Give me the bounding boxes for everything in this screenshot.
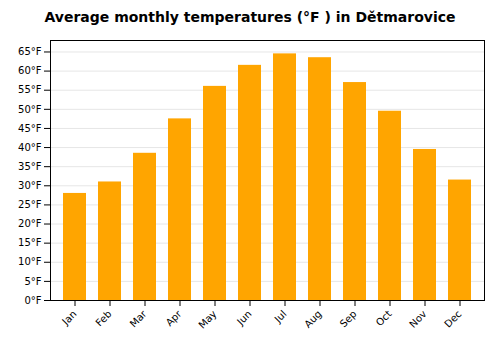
svg-text:65°F: 65°F <box>18 46 42 57</box>
svg-text:May: May <box>196 308 218 330</box>
svg-text:20°F: 20°F <box>18 218 42 229</box>
svg-text:Dec: Dec <box>442 308 463 329</box>
svg-text:55°F: 55°F <box>18 84 42 95</box>
svg-text:Aug: Aug <box>302 308 324 330</box>
svg-text:10°F: 10°F <box>18 256 42 267</box>
svg-text:60°F: 60°F <box>18 65 42 76</box>
svg-text:40°F: 40°F <box>18 142 42 153</box>
svg-text:Nov: Nov <box>407 308 429 330</box>
svg-text:25°F: 25°F <box>18 199 42 210</box>
svg-text:35°F: 35°F <box>18 161 42 172</box>
svg-text:Jun: Jun <box>234 308 254 328</box>
svg-text:Apr: Apr <box>164 308 185 329</box>
svg-text:Jan: Jan <box>59 308 78 327</box>
svg-text:30°F: 30°F <box>18 180 42 191</box>
svg-text:15°F: 15°F <box>18 237 42 248</box>
svg-text:45°F: 45°F <box>18 123 42 134</box>
svg-text:0°F: 0°F <box>24 295 41 306</box>
svg-text:50°F: 50°F <box>18 104 42 115</box>
svg-text:Jul: Jul <box>272 308 289 325</box>
svg-text:Sep: Sep <box>338 308 359 329</box>
svg-text:Mar: Mar <box>128 308 150 330</box>
svg-text:5°F: 5°F <box>24 276 41 287</box>
svg-text:Feb: Feb <box>93 308 113 328</box>
svg-text:Oct: Oct <box>374 308 394 328</box>
html-text:Average monthly temperatures (: Average monthly temperatures (°F ) in Dě… <box>44 9 456 25</box>
